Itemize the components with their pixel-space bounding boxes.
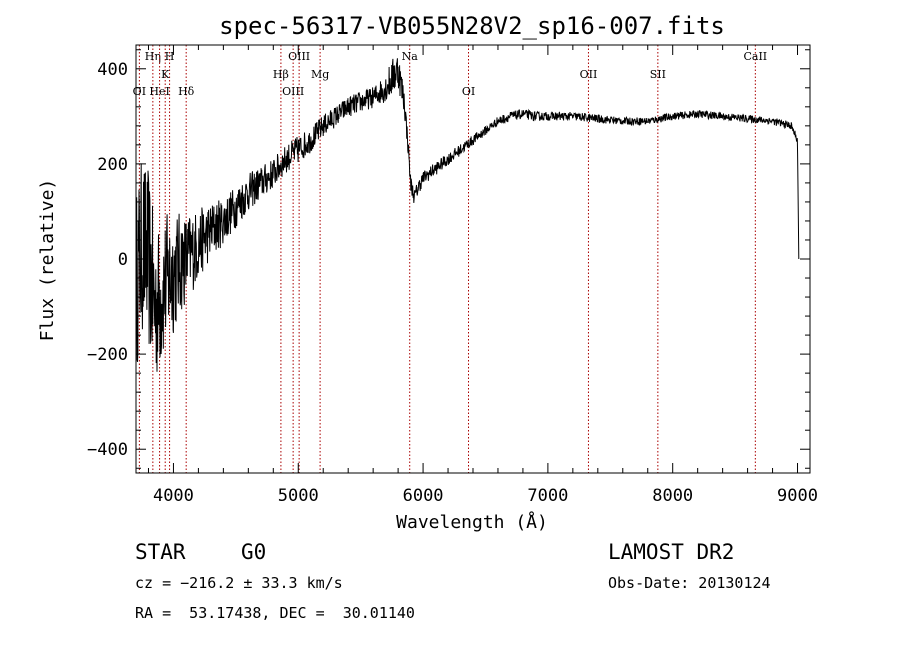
line-marker-label: OI [133, 85, 146, 98]
flux-series-line [135, 58, 800, 372]
line-marker-label: CaII [743, 50, 767, 63]
y-tick-label: 400 [97, 60, 128, 80]
line-marker-label: OIII [282, 85, 304, 98]
line-marker-label: OII [580, 68, 598, 81]
line-marker-label: H [165, 50, 175, 63]
line-marker-label: HeI [149, 85, 169, 98]
axes: 4000 5000 6000 7000 8000 9000 −400 −200 0 200 400 [87, 44, 818, 506]
x-tick-label: 5000 [278, 486, 319, 506]
line-marker-label: Hβ [273, 68, 289, 81]
y-axis-label: Flux (relative) [37, 179, 58, 342]
x-axis-label: Wavelength (Å) [396, 511, 548, 533]
line-marker-label: OI [462, 85, 475, 98]
star-class: STAR [135, 540, 186, 564]
x-tick-label: 8000 [652, 486, 693, 506]
line-marker-label: Hη [145, 50, 161, 63]
y-tick-label: 0 [118, 250, 128, 270]
star-subclass: G0 [241, 540, 267, 564]
observation-date: Obs-Date: 20130124 [608, 574, 771, 592]
x-tick-label: 6000 [403, 486, 444, 506]
plot-frame [135, 44, 811, 474]
line-marker-label: K [161, 68, 170, 81]
x-tick-label: 4000 [153, 486, 194, 506]
survey-name: LAMOST DR2 [608, 540, 735, 564]
line-marker-label: Na [402, 50, 419, 63]
line-marker-label: Mg [311, 68, 329, 81]
line-marker-label: Hδ [178, 85, 195, 98]
coordinates: RA = 53.17438, DEC = 30.01140 [135, 604, 415, 622]
y-tick-label: −200 [87, 345, 128, 365]
line-marker-label: OIII [288, 50, 310, 63]
chart-title: spec-56317-VB055N28V2_sp16-007.fits [219, 12, 725, 40]
x-tick-label: 7000 [527, 486, 568, 506]
line-marker-label: SII [650, 68, 666, 81]
y-tick-label: 200 [97, 155, 128, 175]
redshift-velocity: cz = −216.2 ± 33.3 km/s [135, 574, 343, 592]
y-tick-label: −400 [87, 440, 128, 460]
x-tick-label: 9000 [777, 486, 818, 506]
